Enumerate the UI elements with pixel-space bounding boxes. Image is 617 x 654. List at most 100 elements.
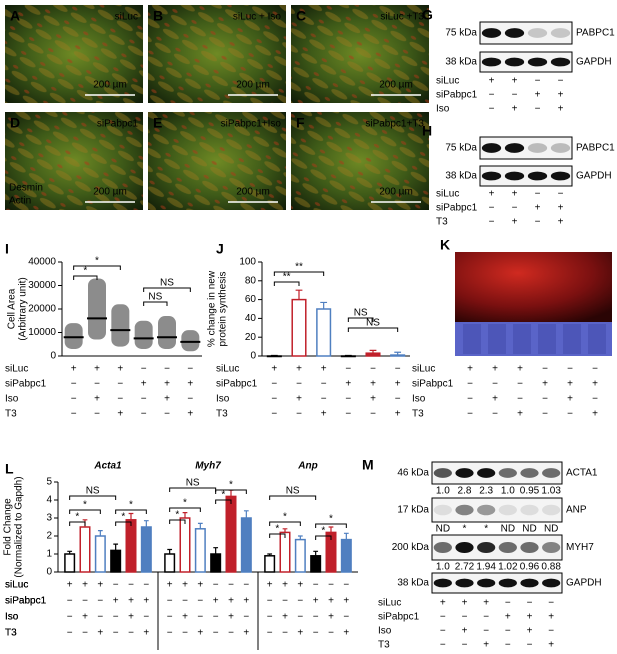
- scale-label: 200 µm: [93, 80, 127, 91]
- blot-band: [433, 504, 452, 516]
- panel-letter: K: [440, 237, 450, 253]
- group-label: Anp: [297, 461, 317, 472]
- y-tick-label: 60: [245, 294, 257, 305]
- bar: [390, 354, 406, 357]
- condition-sign: −: [467, 379, 473, 390]
- condition-sign: −: [548, 598, 554, 609]
- blot-band: [455, 542, 474, 553]
- blot-band: [477, 504, 496, 516]
- blot-band: [433, 468, 452, 478]
- significance-label: NS: [186, 478, 200, 489]
- scale-label: 200 µm: [379, 80, 413, 91]
- condition-sign: −: [197, 612, 203, 623]
- error-bar: [394, 351, 402, 356]
- condition-sign: −: [197, 596, 203, 607]
- condition-name: siPabpc1: [436, 90, 478, 101]
- blot-band: [498, 578, 517, 588]
- condition-name: siLuc: [436, 189, 459, 200]
- significance-bracket: [273, 281, 300, 286]
- significance-bracket: [73, 275, 98, 280]
- condition-name: T3: [378, 640, 390, 651]
- significance-label: *: [83, 266, 87, 277]
- significance-label: **: [295, 262, 303, 273]
- condition-sign: −: [267, 596, 273, 607]
- bar: [94, 535, 106, 573]
- condition-name: siPabpc1: [5, 596, 47, 607]
- condition-sign: +: [94, 394, 100, 405]
- condition-sign: −: [164, 364, 170, 375]
- bar: [164, 553, 176, 573]
- condition-name: siPabpc1: [436, 203, 478, 214]
- condition-sign: −: [282, 628, 288, 639]
- condition-sign: +: [512, 217, 518, 228]
- blot-band: [550, 28, 571, 38]
- blot-band: [520, 578, 539, 588]
- condition-sign: +: [370, 394, 376, 405]
- condition-sign: +: [113, 596, 119, 607]
- condition-sign: −: [517, 394, 523, 405]
- condition-name: Iso: [5, 612, 19, 623]
- blot-band: [498, 504, 517, 516]
- y-axis-label: (Normalized to Gapdh): [14, 476, 25, 577]
- condition-sign: −: [271, 409, 277, 420]
- significance-bracket: [143, 287, 191, 292]
- micrograph-texture: [291, 5, 429, 103]
- condition-sign: +: [535, 90, 541, 101]
- condition-sign: +: [462, 598, 468, 609]
- condition-sign: +: [558, 203, 564, 214]
- band-quant: 1.94: [476, 562, 496, 573]
- condition-name: Iso: [412, 394, 426, 405]
- condition-label: siPabpc1+Iso: [221, 119, 282, 130]
- blot-band: [520, 542, 539, 553]
- condition-sign: +: [243, 628, 249, 639]
- y-tick-label: 10000: [28, 327, 56, 338]
- condition-sign: +: [527, 612, 533, 623]
- significance-bracket: [347, 317, 374, 322]
- error-bar: [369, 349, 377, 354]
- blot-band: [520, 504, 539, 516]
- bar: [225, 495, 237, 573]
- bar: [291, 298, 307, 357]
- condition-sign: −: [213, 612, 219, 623]
- significance-bracket: [215, 489, 247, 494]
- band-marker: 38 kDa: [445, 57, 477, 68]
- error-bar: [167, 548, 173, 554]
- condition-sign: −: [167, 612, 173, 623]
- condition-sign: −: [243, 580, 249, 591]
- significance-label: *: [95, 256, 99, 267]
- condition-sign: −: [97, 612, 103, 623]
- condition-sign: −: [187, 394, 193, 405]
- condition-sign: −: [542, 394, 548, 405]
- band-name: PABPC1: [576, 143, 615, 154]
- band-name: GAPDH: [576, 171, 612, 182]
- condition-sign: +: [243, 596, 249, 607]
- stain-label: Actin: [9, 196, 31, 207]
- condition-sign: +: [182, 612, 188, 623]
- blot-band: [504, 57, 525, 67]
- condition-sign: −: [296, 379, 302, 390]
- condition-sign: −: [167, 628, 173, 639]
- condition-sign: +: [343, 628, 349, 639]
- band-quant: 0.95: [520, 486, 540, 497]
- condition-sign: −: [267, 612, 273, 623]
- condition-name: T3: [5, 628, 17, 639]
- error-bar: [282, 528, 288, 533]
- condition-sign: −: [213, 628, 219, 639]
- condition-sign: −: [313, 580, 319, 591]
- condition-sign: +: [328, 612, 334, 623]
- condition-sign: −: [558, 76, 564, 87]
- condition-sign: −: [228, 580, 234, 591]
- condition-sign: −: [592, 364, 598, 375]
- condition-sign: −: [535, 76, 541, 87]
- condition-sign: +: [164, 394, 170, 405]
- condition-name: siPabpc1: [216, 379, 258, 390]
- blot-box: [431, 572, 563, 594]
- condition-sign: −: [517, 379, 523, 390]
- y-tick-label: 40: [245, 313, 257, 324]
- y-tick-label: 80: [245, 275, 257, 286]
- condition-sign: +: [321, 364, 327, 375]
- condition-name: siLuc: [5, 580, 28, 591]
- blot-band: [504, 171, 525, 181]
- condition-sign: −: [505, 598, 511, 609]
